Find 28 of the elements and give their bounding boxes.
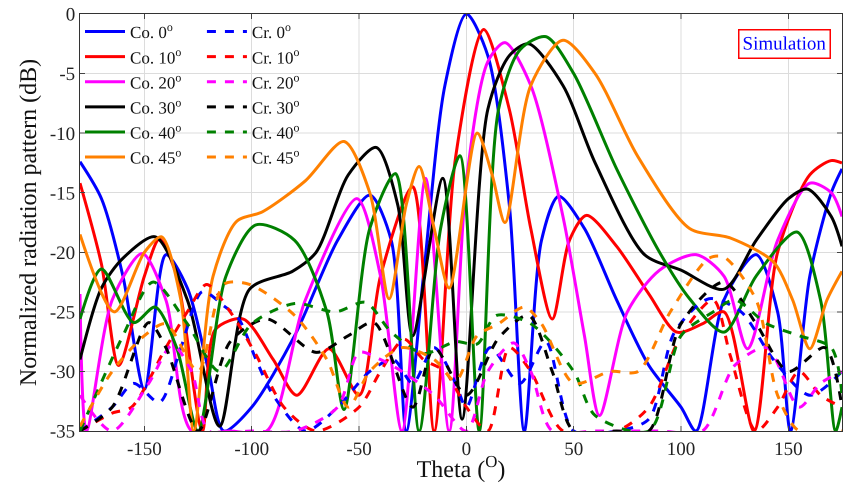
legend-label: Co. 40$^{o}$ [130, 120, 182, 143]
y-axis-title: Normalized radiation pattern (dB) [16, 58, 42, 386]
annotation: Simulation [742, 34, 826, 54]
y-tick-label: -15 [50, 183, 76, 204]
x-tick-label: -150 [126, 438, 162, 460]
legend-label: Co. 20$^{o}$ [130, 70, 182, 92]
legend-label: Cr. 0$^{o}$ [252, 20, 291, 42]
y-tick-label: -30 [50, 362, 76, 384]
x-tick-label: -50 [346, 438, 372, 460]
legend-label: Co. 45$^{o}$ [130, 146, 182, 168]
y-tick-label: -25 [50, 302, 76, 324]
x-tick-label: 100 [666, 438, 696, 460]
legend-label: Cr. 40$^{o}$ [252, 120, 300, 143]
legend-label: Co. 10$^{o}$ [130, 45, 182, 68]
x-tick-label: 150 [774, 438, 803, 460]
y-tick-label: -5 [59, 64, 76, 86]
x-tick-label: -100 [234, 438, 270, 460]
legend-label: Cr. 20$^{o}$ [252, 70, 300, 92]
legend-label: Cr. 10$^{o}$ [252, 45, 300, 68]
legend-label: Co. 30$^{o}$ [130, 95, 182, 118]
y-tick-label: -10 [50, 124, 76, 145]
y-tick-label: -35 [50, 422, 76, 443]
legend-label: Co. 0$^{o}$ [130, 20, 173, 42]
y-tick-label: -20 [50, 242, 76, 264]
legend-label: Cr. 30$^{o}$ [252, 95, 300, 118]
y-tick-label: 0 [66, 4, 76, 26]
x-tick-label: 50 [564, 438, 584, 460]
legend-label: Cr. 45$^{o}$ [252, 146, 300, 168]
